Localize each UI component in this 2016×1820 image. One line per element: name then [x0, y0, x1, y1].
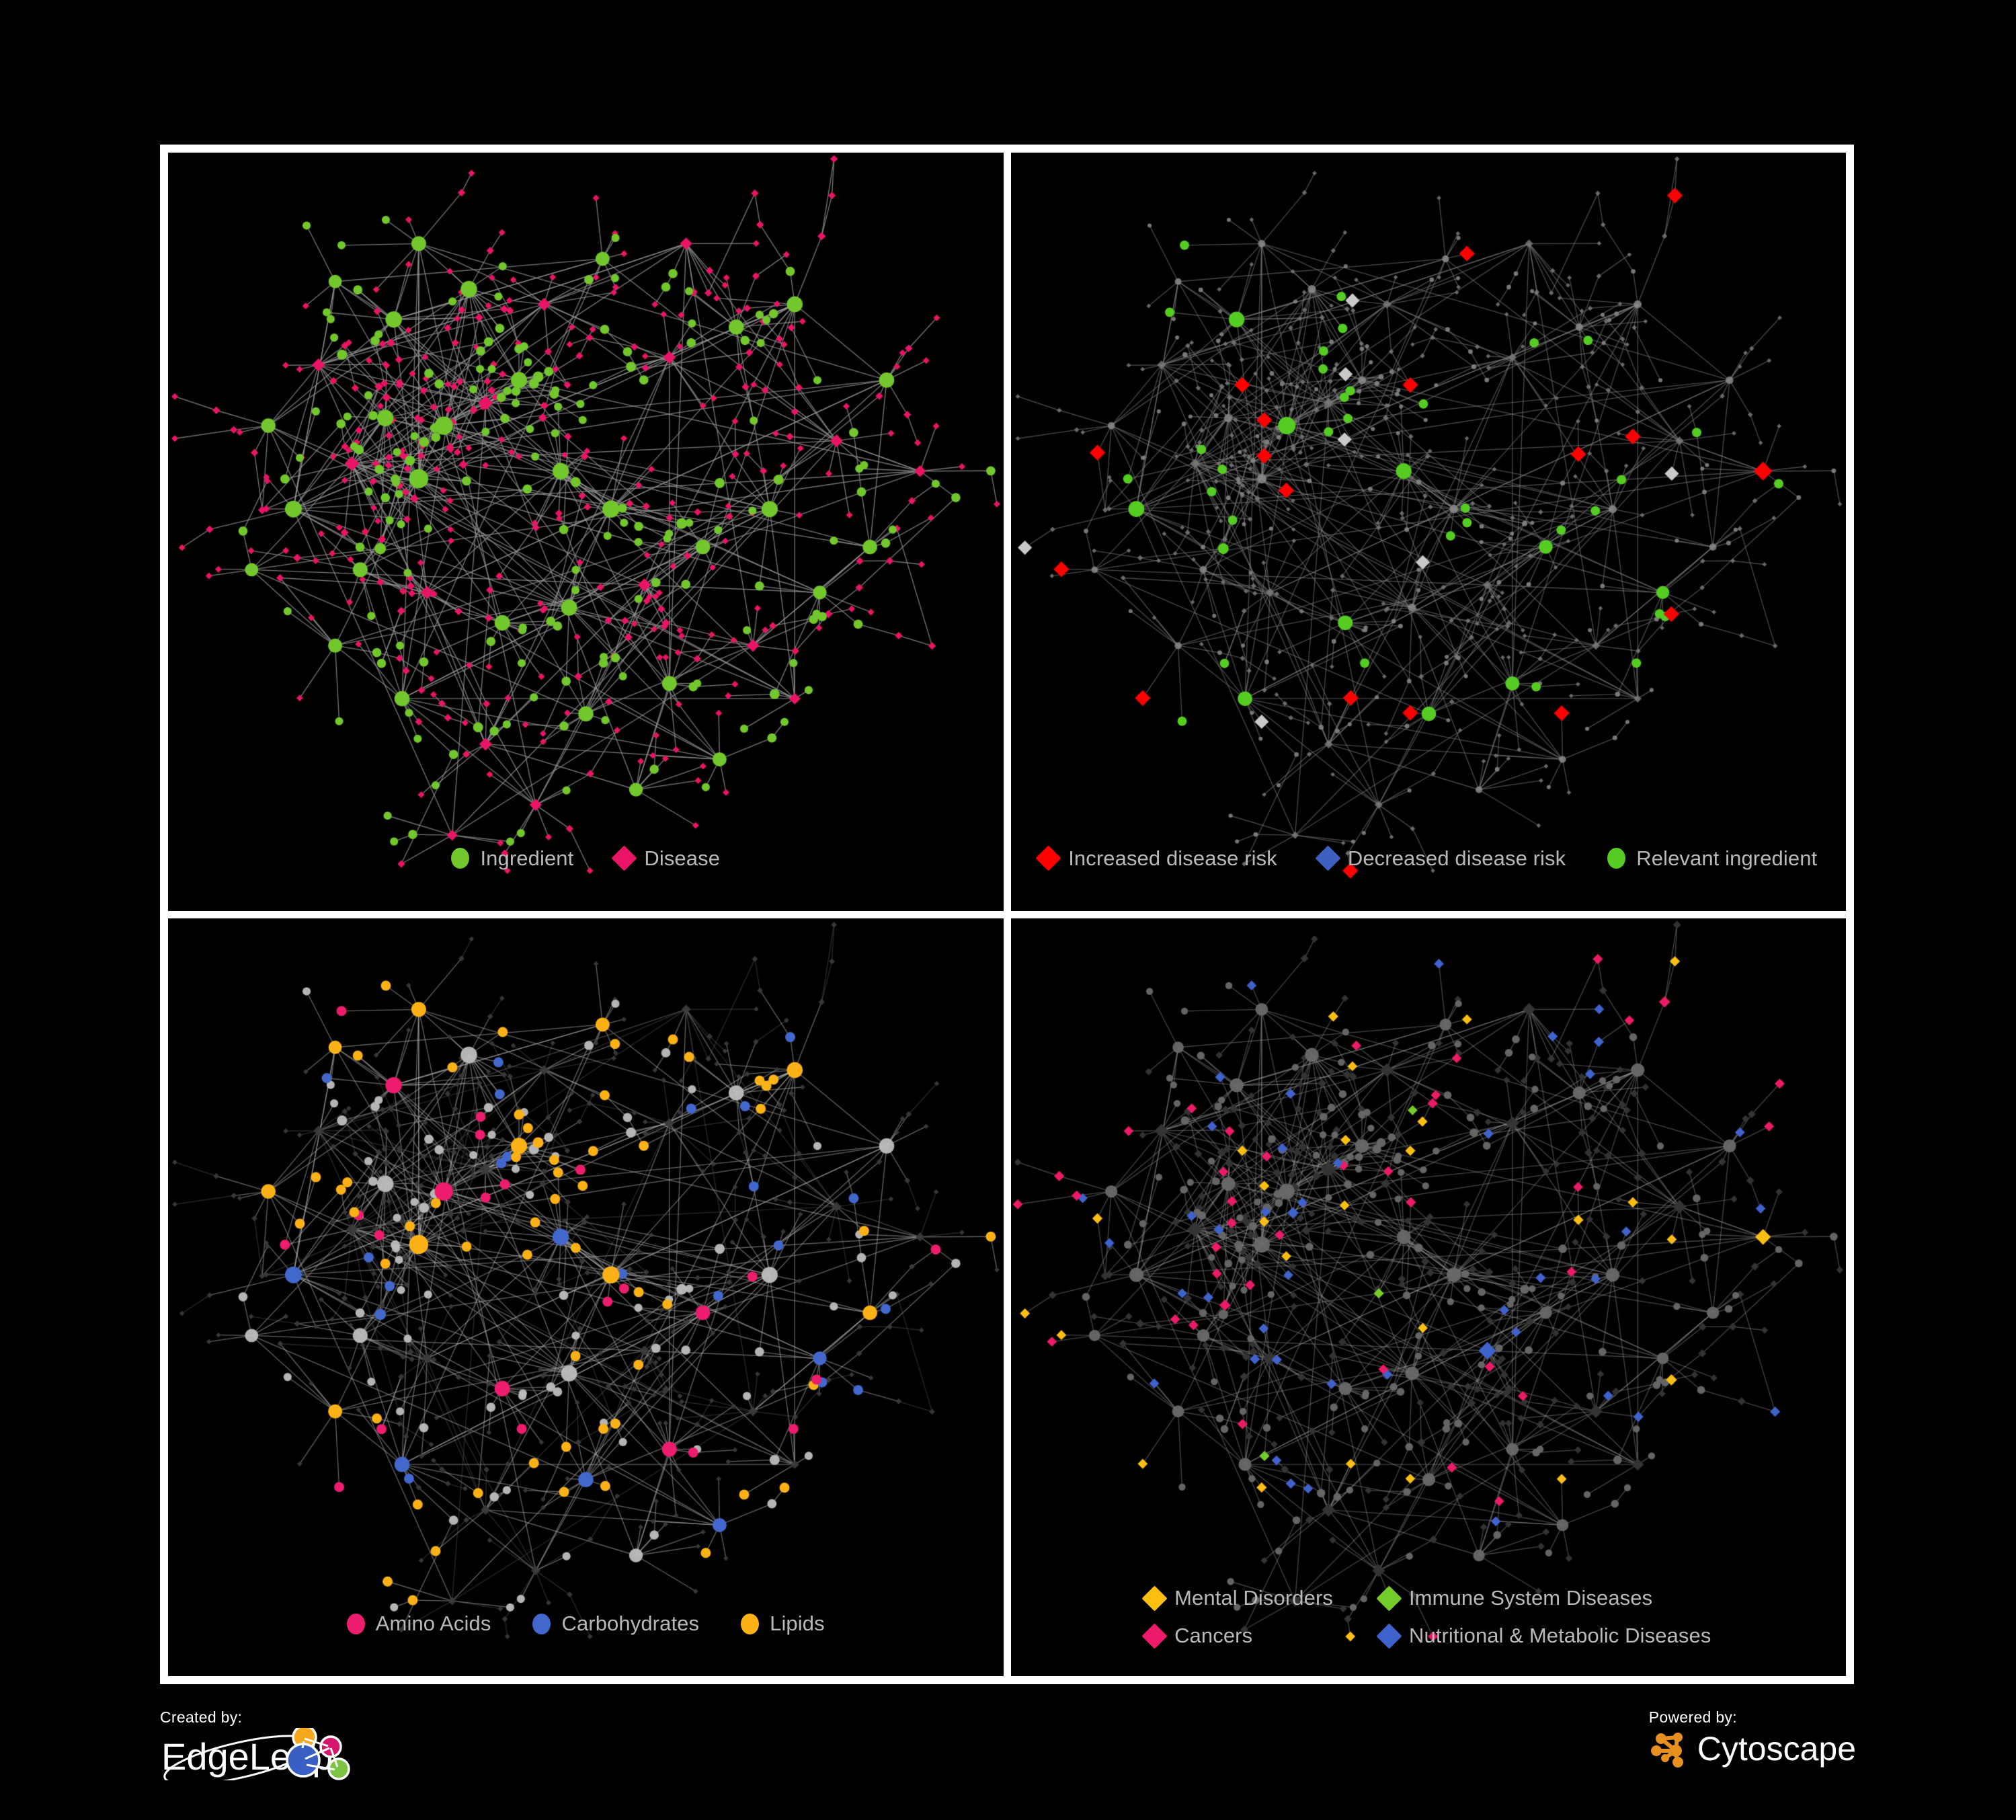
legend-item[interactable]: Nutritional & Metabolic Diseases [1376, 1622, 1711, 1649]
circle-swatch [1607, 848, 1626, 869]
legend-panel-2: Increased disease risk Decreased disease… [1011, 845, 1847, 872]
panel-grid: Ingredient Disease Increased disease ris… [168, 153, 1846, 1676]
legend-item[interactable]: Disease [611, 845, 721, 872]
legend-label: Lipids [770, 1612, 825, 1635]
circle-swatch [741, 1613, 760, 1634]
edgeleap-brand[interactable]: Created by: EdgeLeap EdgeLeap [160, 1708, 355, 1780]
legend-item[interactable]: Ingredient [451, 845, 573, 872]
legend-label: Decreased disease risk [1347, 846, 1566, 870]
cytoscape-logo-row: Cytoscape [1649, 1728, 1856, 1770]
circle-swatch [451, 848, 470, 869]
diamond-swatch [611, 845, 637, 871]
legend-item[interactable]: Carbohydrates [532, 1610, 699, 1637]
legend-label: Ingredient [480, 846, 574, 870]
legend-panel-4: Mental Disorders Immune System Diseases … [1011, 1585, 1847, 1649]
legend-panel-3: Amino Acids Carbohydrates Lipids [168, 1610, 1004, 1637]
legend-item[interactable]: Amino Acids [346, 1610, 491, 1637]
legend-item[interactable]: Increased disease risk [1035, 845, 1277, 872]
panel-ingredient-classes[interactable]: Amino Acids Carbohydrates Lipids [168, 918, 1004, 1676]
diamond-swatch [1376, 1585, 1402, 1612]
legend-label: Nutritional & Metabolic Diseases [1408, 1624, 1711, 1647]
diamond-swatch [1376, 1622, 1402, 1649]
panel-disease-risk[interactable]: Increased disease risk Decreased disease… [1010, 153, 1847, 911]
circle-swatch [532, 1613, 551, 1634]
network-canvas-1[interactable] [168, 153, 1004, 911]
edgeleap-logo-icon: EdgeLeap [161, 1728, 350, 1780]
legend-label: Increased disease risk [1068, 846, 1277, 870]
legend-panel-1: Ingredient Disease [168, 845, 1004, 872]
network-canvas-4[interactable] [1010, 918, 1846, 1676]
diamond-swatch [1141, 1585, 1168, 1612]
legend-item[interactable]: Relevant ingredient [1607, 845, 1817, 872]
legend-label: Cancers [1174, 1624, 1253, 1647]
footer: Created by: EdgeLeap EdgeLeap [160, 1708, 1856, 1809]
cytoscape-brand[interactable]: Powered by: [1649, 1708, 1856, 1770]
network-canvas-3[interactable] [168, 918, 1004, 1676]
network-canvas-2[interactable] [1010, 153, 1846, 911]
legend-label: Disease [644, 846, 721, 870]
diamond-swatch [1035, 845, 1061, 871]
legend-item[interactable]: Decreased disease risk [1315, 845, 1566, 872]
legend-label: Immune System Diseases [1408, 1586, 1653, 1610]
legend-label: Relevant ingredient [1636, 846, 1818, 870]
legend-label: Carbohydrates [561, 1612, 700, 1635]
legend-item[interactable]: Cancers [1141, 1622, 1333, 1649]
legend-item[interactable]: Mental Disorders [1141, 1585, 1333, 1612]
panel-disease-classes[interactable]: Mental Disorders Immune System Diseases … [1010, 918, 1847, 1676]
figure-frame: Ingredient Disease Increased disease ris… [160, 145, 1854, 1684]
diamond-swatch [1315, 845, 1341, 871]
created-by-caption: Created by: [160, 1708, 243, 1726]
diamond-swatch [1141, 1622, 1168, 1649]
cytoscape-wordmark: Cytoscape [1697, 1730, 1856, 1768]
edgeleap-logo-row: EdgeLeap EdgeLeap [160, 1728, 355, 1780]
legend-label: Amino Acids [375, 1612, 491, 1635]
circle-swatch [346, 1613, 365, 1634]
legend-item[interactable]: Immune System Diseases [1376, 1585, 1711, 1612]
legend-label: Mental Disorders [1174, 1586, 1333, 1610]
cytoscape-logo-icon [1650, 1733, 1683, 1768]
powered-by-caption: Powered by: [1648, 1708, 1737, 1726]
legend-item[interactable]: Lipids [741, 1610, 825, 1637]
panel-ingredient-disease[interactable]: Ingredient Disease [168, 153, 1004, 911]
